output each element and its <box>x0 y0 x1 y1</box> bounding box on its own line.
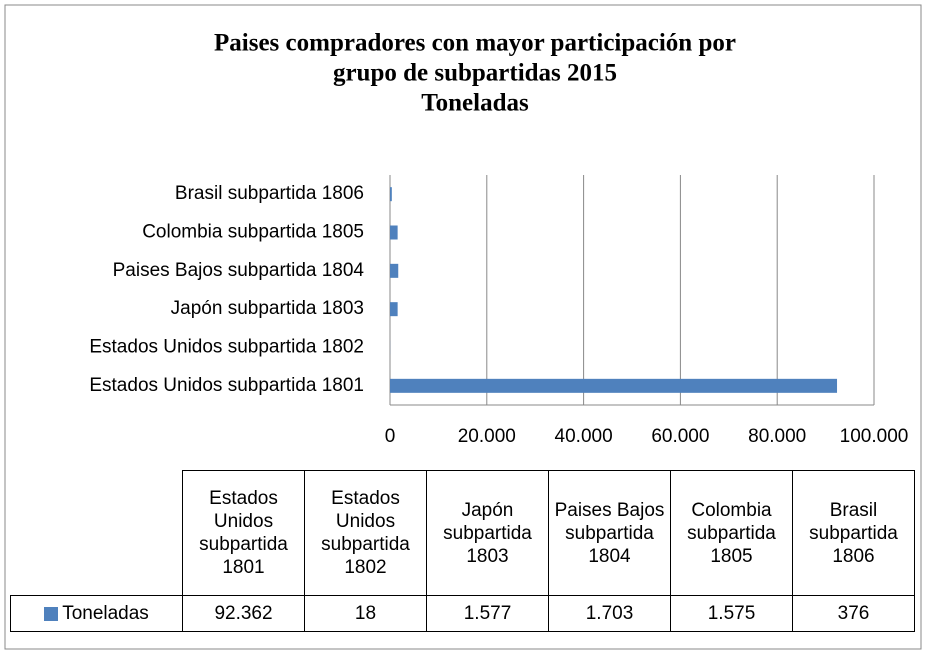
y-tick-label: Japón subpartida 1803 <box>171 298 364 319</box>
y-tick-label: Brasil subpartida 1806 <box>175 183 364 204</box>
table-value: 1.703 <box>548 595 671 632</box>
table-header: Estados Unidos subpartida 1802 <box>304 470 427 596</box>
bar <box>390 302 398 317</box>
x-tick-label: 40.000 <box>555 426 613 447</box>
x-tick-label: 60.000 <box>651 426 709 447</box>
chart-title: grupo de subpartidas 2015 <box>333 60 617 87</box>
y-tick-label: Paises Bajos subpartida 1804 <box>113 260 365 281</box>
legend-label: Toneladas <box>62 603 149 624</box>
table-header: Paises Bajos subpartida 1804 <box>548 470 671 596</box>
y-tick-label: Estados Unidos subpartida 1802 <box>89 337 364 358</box>
bar <box>390 263 399 278</box>
x-tick-label: 20.000 <box>458 426 516 447</box>
y-tick-label: Estados Unidos subpartida 1801 <box>89 375 364 396</box>
table-value: 18 <box>304 595 427 632</box>
x-tick-label: 100.000 <box>840 426 909 447</box>
bar <box>390 225 398 240</box>
table-header: Brasil subpartida 1806 <box>792 470 915 596</box>
chart-border <box>4 4 922 650</box>
table-value: 376 <box>792 595 915 632</box>
bar <box>390 378 838 393</box>
chart-title: Paises compradores con mayor participaci… <box>214 30 736 57</box>
table-header: Japón subpartida 1803 <box>426 470 549 596</box>
y-tick-label: Colombia subpartida 1805 <box>142 222 364 243</box>
table-value: 92.362 <box>182 595 305 632</box>
table-value: 1.577 <box>426 595 549 632</box>
x-tick-label: 0 <box>385 426 396 447</box>
legend-key <box>44 606 59 621</box>
chart-title: Toneladas <box>421 90 529 117</box>
table-header: Colombia subpartida 1805 <box>670 470 793 596</box>
bar <box>390 187 392 202</box>
table-header: Estados Unidos subpartida 1801 <box>182 470 305 596</box>
table-value: 1.575 <box>670 595 793 632</box>
legend-cell: Toneladas <box>10 595 183 632</box>
x-tick-label: 80.000 <box>748 426 806 447</box>
